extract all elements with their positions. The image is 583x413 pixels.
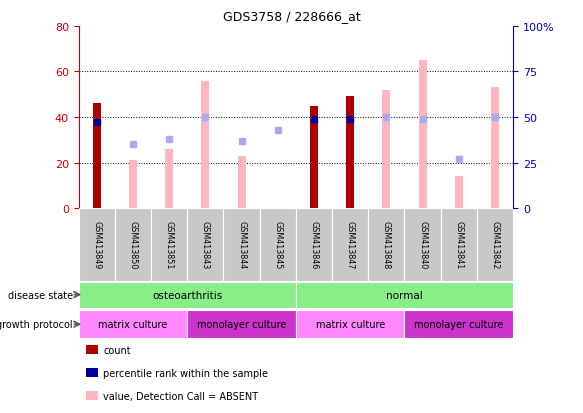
Text: GSM413843: GSM413843 [201, 221, 210, 269]
Text: GSM413848: GSM413848 [382, 221, 391, 269]
Bar [151, 209, 187, 281]
Bar [296, 209, 332, 281]
Bar [79, 310, 187, 339]
Text: matrix culture: matrix culture [99, 319, 168, 330]
Text: GSM413849: GSM413849 [92, 221, 101, 269]
Bar [296, 310, 405, 339]
Text: monolayer culture: monolayer culture [197, 319, 286, 330]
Bar [93, 104, 101, 209]
Bar [405, 209, 441, 281]
Bar [86, 345, 98, 354]
Text: value, Detection Call = ABSENT: value, Detection Call = ABSENT [103, 391, 258, 401]
Text: osteoarthritis: osteoarthritis [152, 290, 222, 300]
Bar [115, 209, 151, 281]
Text: GSM413847: GSM413847 [346, 221, 354, 269]
Bar [129, 161, 137, 209]
Bar [419, 61, 427, 209]
Bar [187, 310, 296, 339]
Text: growth protocol: growth protocol [0, 319, 73, 330]
Text: GSM413850: GSM413850 [128, 221, 138, 269]
Text: GSM413851: GSM413851 [164, 221, 174, 269]
Bar [455, 177, 463, 209]
Text: GSM413844: GSM413844 [237, 221, 246, 269]
Bar [382, 90, 391, 209]
Bar [238, 156, 245, 209]
Text: percentile rank within the sample: percentile rank within the sample [103, 368, 268, 378]
Bar [491, 88, 499, 209]
Bar [86, 368, 98, 377]
Bar [79, 209, 115, 281]
Text: GSM413840: GSM413840 [418, 221, 427, 269]
Text: normal: normal [386, 290, 423, 300]
Bar [441, 209, 477, 281]
Bar [296, 282, 513, 308]
Text: matrix culture: matrix culture [315, 319, 385, 330]
Text: disease state: disease state [8, 290, 73, 300]
Bar [259, 209, 296, 281]
Bar [477, 209, 513, 281]
Bar [165, 150, 173, 209]
Text: GSM413841: GSM413841 [454, 221, 463, 269]
Bar [405, 310, 513, 339]
Text: GDS3758 / 228666_at: GDS3758 / 228666_at [223, 10, 360, 23]
Bar [86, 391, 98, 400]
Text: GSM413842: GSM413842 [490, 221, 500, 269]
Bar [223, 209, 259, 281]
Bar [368, 209, 405, 281]
Bar [346, 97, 354, 209]
Bar [310, 106, 318, 209]
Text: count: count [103, 345, 131, 355]
Text: GSM413846: GSM413846 [310, 221, 318, 269]
Bar [187, 209, 223, 281]
Text: monolayer culture: monolayer culture [414, 319, 504, 330]
Bar [332, 209, 368, 281]
Bar [201, 81, 209, 209]
Text: GSM413845: GSM413845 [273, 221, 282, 269]
Bar [79, 282, 296, 308]
